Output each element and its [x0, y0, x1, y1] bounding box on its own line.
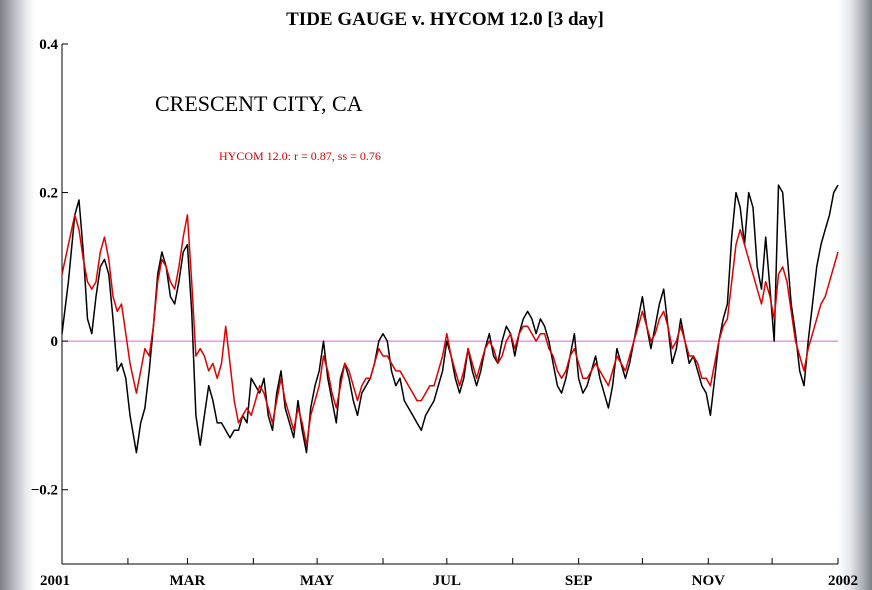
series-lines: [61, 184, 839, 454]
y-tick-label: −0.2: [31, 483, 58, 499]
y-tick-label: 0: [51, 334, 59, 350]
chart-title: TIDE GAUGE v. HYCOM 12.0 [3 day]: [286, 9, 604, 30]
axis-ticks: 0.4 0.2 0 −0.2 2001 MAR MAY JUL SEP NOV 2002: [31, 37, 858, 589]
tide-gauge-series-line: [61, 184, 839, 454]
x-tick-label: MAY: [300, 573, 335, 589]
x-tick-label: NOV: [692, 573, 726, 589]
x-tick-label: MAR: [170, 573, 206, 589]
legend-entry-hycom: HYCOM 12.0: r = 0.87, ss = 0.76: [219, 149, 381, 163]
station-label: CRESCENT CITY, CA: [155, 91, 363, 116]
x-tick-label: JUL: [433, 573, 461, 589]
hycom-series-line: [61, 214, 839, 446]
y-tick-label: 0.4: [39, 37, 58, 53]
x-tick-label: 2001: [40, 573, 70, 589]
y-tick-label: 0.2: [39, 186, 58, 202]
x-tick-label: 2002: [828, 573, 858, 589]
x-tick-label: SEP: [565, 573, 593, 589]
